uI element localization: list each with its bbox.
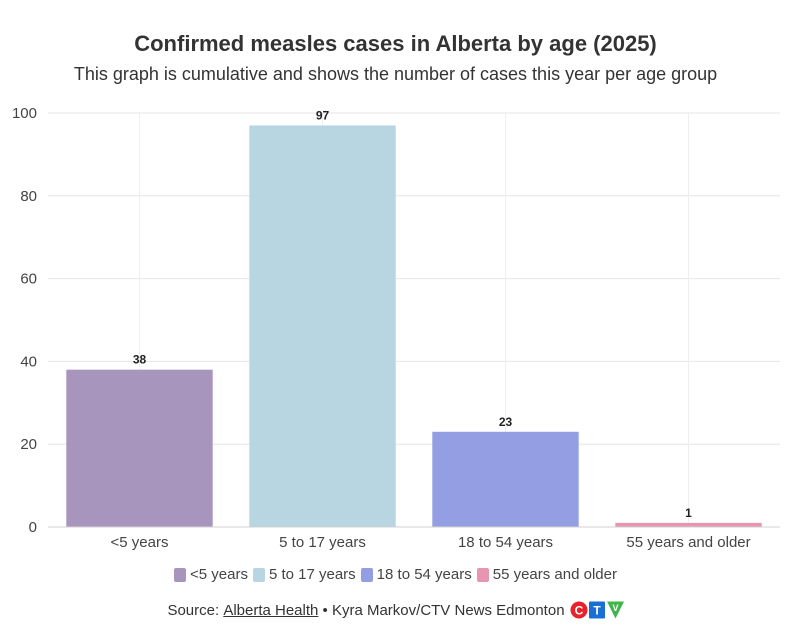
- source-link[interactable]: Alberta Health: [223, 601, 319, 619]
- chart-subtitle: This graph is cumulative and shows the n…: [73, 64, 718, 84]
- legend-swatch: [252, 567, 265, 582]
- y-tick-label: 100: [12, 105, 37, 122]
- source-credit: • Kyra Markov/CTV News Edmonton: [318, 601, 565, 619]
- y-tick-label: 40: [20, 353, 37, 370]
- legend-label: 18 to 54 years: [376, 566, 472, 583]
- legend-label: 5 to 17 years: [268, 566, 356, 583]
- ctv-logo-v-mark: [606, 601, 624, 619]
- legend-label: 55 years and older: [492, 566, 617, 583]
- source-line: Source: Alberta Health • Kyra Markov/CTV…: [0, 601, 791, 619]
- ctv-logo-c-mark: [570, 601, 588, 619]
- data-label: 97: [316, 108, 330, 122]
- legend-label: <5 years: [190, 566, 248, 583]
- x-tick-label: 55 years and older: [626, 534, 750, 551]
- legend-item[interactable]: 5 to 17 years: [252, 566, 356, 583]
- ctv-logo: C T V: [570, 601, 624, 619]
- data-label: 38: [133, 353, 147, 367]
- legend-item[interactable]: 55 years and older: [476, 566, 617, 583]
- bar: [66, 369, 213, 527]
- chart-title: Confirmed measles cases in Alberta by ag…: [134, 31, 657, 56]
- legend-swatch: [476, 567, 489, 582]
- x-tick-label: 18 to 54 years: [458, 534, 553, 551]
- ctv-logo-t-letter: T: [593, 604, 601, 618]
- y-tick-label: 0: [29, 519, 37, 536]
- ctv-logo-v-letter: V: [612, 603, 618, 613]
- y-tick-label: 20: [20, 436, 37, 453]
- bar: [615, 522, 762, 527]
- y-tick-label: 60: [20, 271, 37, 288]
- legend-item[interactable]: 18 to 54 years: [360, 566, 472, 583]
- legend-swatch: [360, 567, 373, 582]
- x-tick-label: 5 to 17 years: [279, 534, 366, 551]
- bar-chart: 0 20 40 60 80 100 38 <5 years 97 5 to 17 years 23 1…: [12, 105, 780, 551]
- ctv-logo-c-letter: C: [574, 604, 583, 618]
- data-label: 1: [685, 506, 692, 520]
- source-prefix: Source:: [167, 601, 224, 619]
- legend-swatch: [174, 567, 186, 582]
- data-label: 23: [499, 415, 513, 429]
- bar: [432, 431, 579, 527]
- legend-item[interactable]: <5 years: [174, 566, 248, 583]
- ctv-logo-t-mark: [588, 601, 605, 619]
- ctv-logo-icon: C T V: [570, 601, 624, 619]
- x-tick-label: <5 years: [111, 534, 169, 551]
- chart-legend: <5 years 5 to 17 years 18 to 54 years 55…: [0, 566, 791, 583]
- y-tick-label: 80: [20, 188, 37, 205]
- bar: [249, 125, 396, 528]
